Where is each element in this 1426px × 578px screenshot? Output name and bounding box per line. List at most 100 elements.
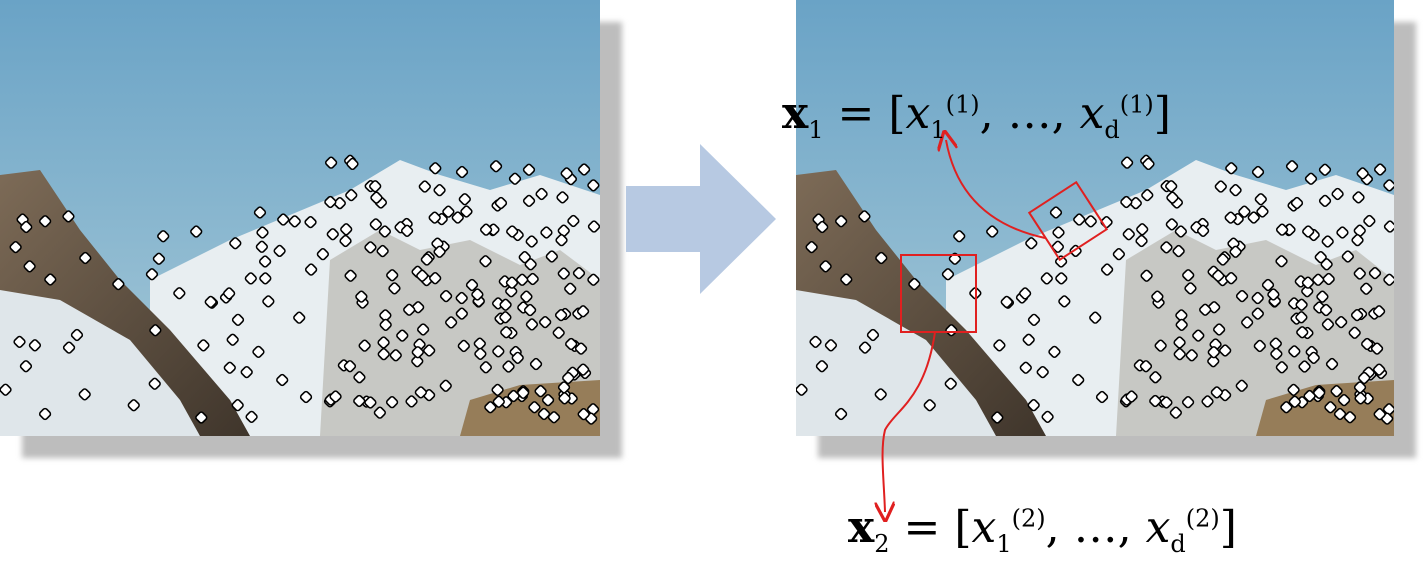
keypoint-marker-icon — [1235, 289, 1249, 303]
component-symbol: x — [1145, 502, 1171, 553]
keypoint-marker-icon — [23, 260, 36, 273]
keypoint-marker-icon — [1356, 167, 1369, 180]
keypoint-marker-icon — [1224, 211, 1237, 224]
keypoint-marker-icon — [1125, 390, 1138, 403]
keypoint-marker-icon — [511, 351, 524, 364]
keypoint-marker-icon — [405, 395, 418, 408]
keypoint-marker-icon — [562, 371, 575, 385]
keypoint-markers — [0, 154, 600, 425]
keypoint-marker-icon — [19, 360, 33, 373]
component-superscript: (2) — [1011, 504, 1046, 533]
keypoint-marker-icon — [418, 180, 431, 193]
keypoint-marker-icon — [1303, 389, 1316, 403]
keypoint-marker-icon — [526, 272, 539, 286]
keypoint-marker-icon — [324, 156, 338, 169]
keypoint-marker-icon — [484, 401, 497, 414]
keypoint-marker-icon — [1372, 305, 1386, 318]
right-arrow-icon — [626, 144, 776, 294]
keypoint-marker-icon — [255, 240, 268, 253]
keypoint-marker-icon — [1213, 323, 1226, 336]
keypoint-marker-icon — [1185, 349, 1198, 362]
feature-vector-1-formula: x1 = [x1(1), …, xd(1)] — [782, 92, 1171, 142]
keypoint-marker-icon — [1173, 348, 1186, 361]
keypoint-marker-icon — [353, 371, 366, 384]
keypoint-marker-icon — [537, 407, 551, 421]
keypoint-marker-icon — [411, 346, 424, 359]
keypoint-marker-icon — [420, 253, 433, 266]
keypoint-marker-icon — [316, 248, 329, 261]
keypoint-marker-icon — [20, 220, 33, 234]
keypoint-marker-icon — [492, 345, 505, 358]
keypoint-marker-icon — [1321, 235, 1334, 248]
keypoint-marker-icon — [471, 288, 484, 301]
keypoint-marker-icon — [1072, 373, 1085, 387]
keypoint-marker-icon — [377, 348, 390, 361]
keypoint-marker-icon — [1241, 316, 1254, 329]
keypoint-marker-icon — [373, 406, 386, 419]
keypoint-marker-icon — [1253, 339, 1266, 353]
keypoint-marker-icon — [1192, 329, 1205, 342]
keypoint-marker-icon — [1251, 307, 1264, 320]
keypoint-marker-icon — [1182, 269, 1195, 282]
keypoint-marker-icon — [1135, 234, 1148, 248]
keypoint-marker-icon — [226, 333, 239, 346]
keypoint-marker-icon — [346, 157, 359, 171]
keypoint-marker-icon — [944, 377, 957, 390]
keypoint-marker-icon — [1160, 396, 1173, 409]
keypoint-marker-icon — [1216, 253, 1229, 266]
component-index: 1 — [996, 529, 1012, 558]
keypoint-marker-icon — [1352, 191, 1365, 204]
keypoint-marker-icon — [1353, 381, 1367, 394]
keypoint-marker-icon — [1120, 156, 1134, 169]
keypoint-marker-icon — [378, 225, 392, 238]
keypoint-marker-icon — [524, 258, 537, 271]
keypoint-marker-icon — [507, 389, 520, 403]
keypoint-marker-icon — [1238, 205, 1251, 218]
component-superscript: (1) — [1119, 90, 1154, 119]
keypoint-marker-icon — [253, 206, 267, 219]
keypoint-marker-icon — [529, 357, 543, 371]
keypoint-marker-icon — [528, 401, 541, 414]
keypoint-marker-icon — [796, 383, 808, 396]
keypoint-marker-icon — [555, 234, 568, 247]
keypoint-marker-icon — [1019, 361, 1032, 374]
keypoint-marker-icon — [1336, 226, 1349, 239]
keypoint-marker-icon — [1254, 193, 1267, 206]
keypoint-marker-icon — [1175, 318, 1188, 331]
keypoint-marker-icon — [499, 298, 512, 311]
keypoint-marker-icon — [1270, 347, 1283, 361]
keypoint-marker-icon — [1383, 273, 1394, 286]
mountain-photo-left — [0, 0, 600, 436]
keypoint-marker-icon — [541, 393, 555, 407]
keypoint-marker-icon — [525, 318, 539, 331]
keypoint-marker-icon — [223, 361, 236, 374]
keypoint-marker-icon — [276, 373, 289, 387]
keypoint-marker-icon — [353, 394, 366, 408]
keypoint-marker-icon — [388, 282, 401, 295]
keypoint-marker-icon — [152, 252, 166, 265]
keypoint-marker-icon — [1341, 250, 1354, 263]
keypoint-marker-icon — [1295, 311, 1308, 324]
keypoint-marker-icon — [273, 244, 286, 258]
keypoint-marker-icon — [1000, 295, 1013, 309]
keypoint-marker-icon — [439, 289, 453, 303]
keypoint-marker-icon — [386, 269, 399, 282]
keypoint-marker-icon — [1142, 157, 1155, 171]
keypoint-marker-icon — [439, 379, 452, 392]
keypoint-marker-icon — [1256, 205, 1269, 218]
keypoint-marker-icon — [344, 269, 357, 282]
keypoint-marker-icon — [587, 220, 600, 233]
keypoint-marker-icon — [1318, 194, 1332, 208]
keypoint-marker-icon — [835, 215, 848, 228]
keypoint-marker-icon — [458, 193, 471, 206]
keypoint-marker-icon — [1165, 218, 1178, 231]
keypoint-marker-icon — [256, 226, 269, 239]
keypoint-marker-icon — [1251, 291, 1264, 305]
keypoint-marker-icon — [259, 272, 272, 285]
keypoint-marker-icon — [190, 225, 203, 238]
keypoint-marker-icon — [339, 234, 352, 248]
keypoint-marker-icon — [416, 269, 429, 282]
keypoint-marker-icon — [231, 313, 245, 326]
keypoint-marker-icon — [473, 337, 486, 350]
keypoint-marker-icon — [1199, 303, 1212, 316]
